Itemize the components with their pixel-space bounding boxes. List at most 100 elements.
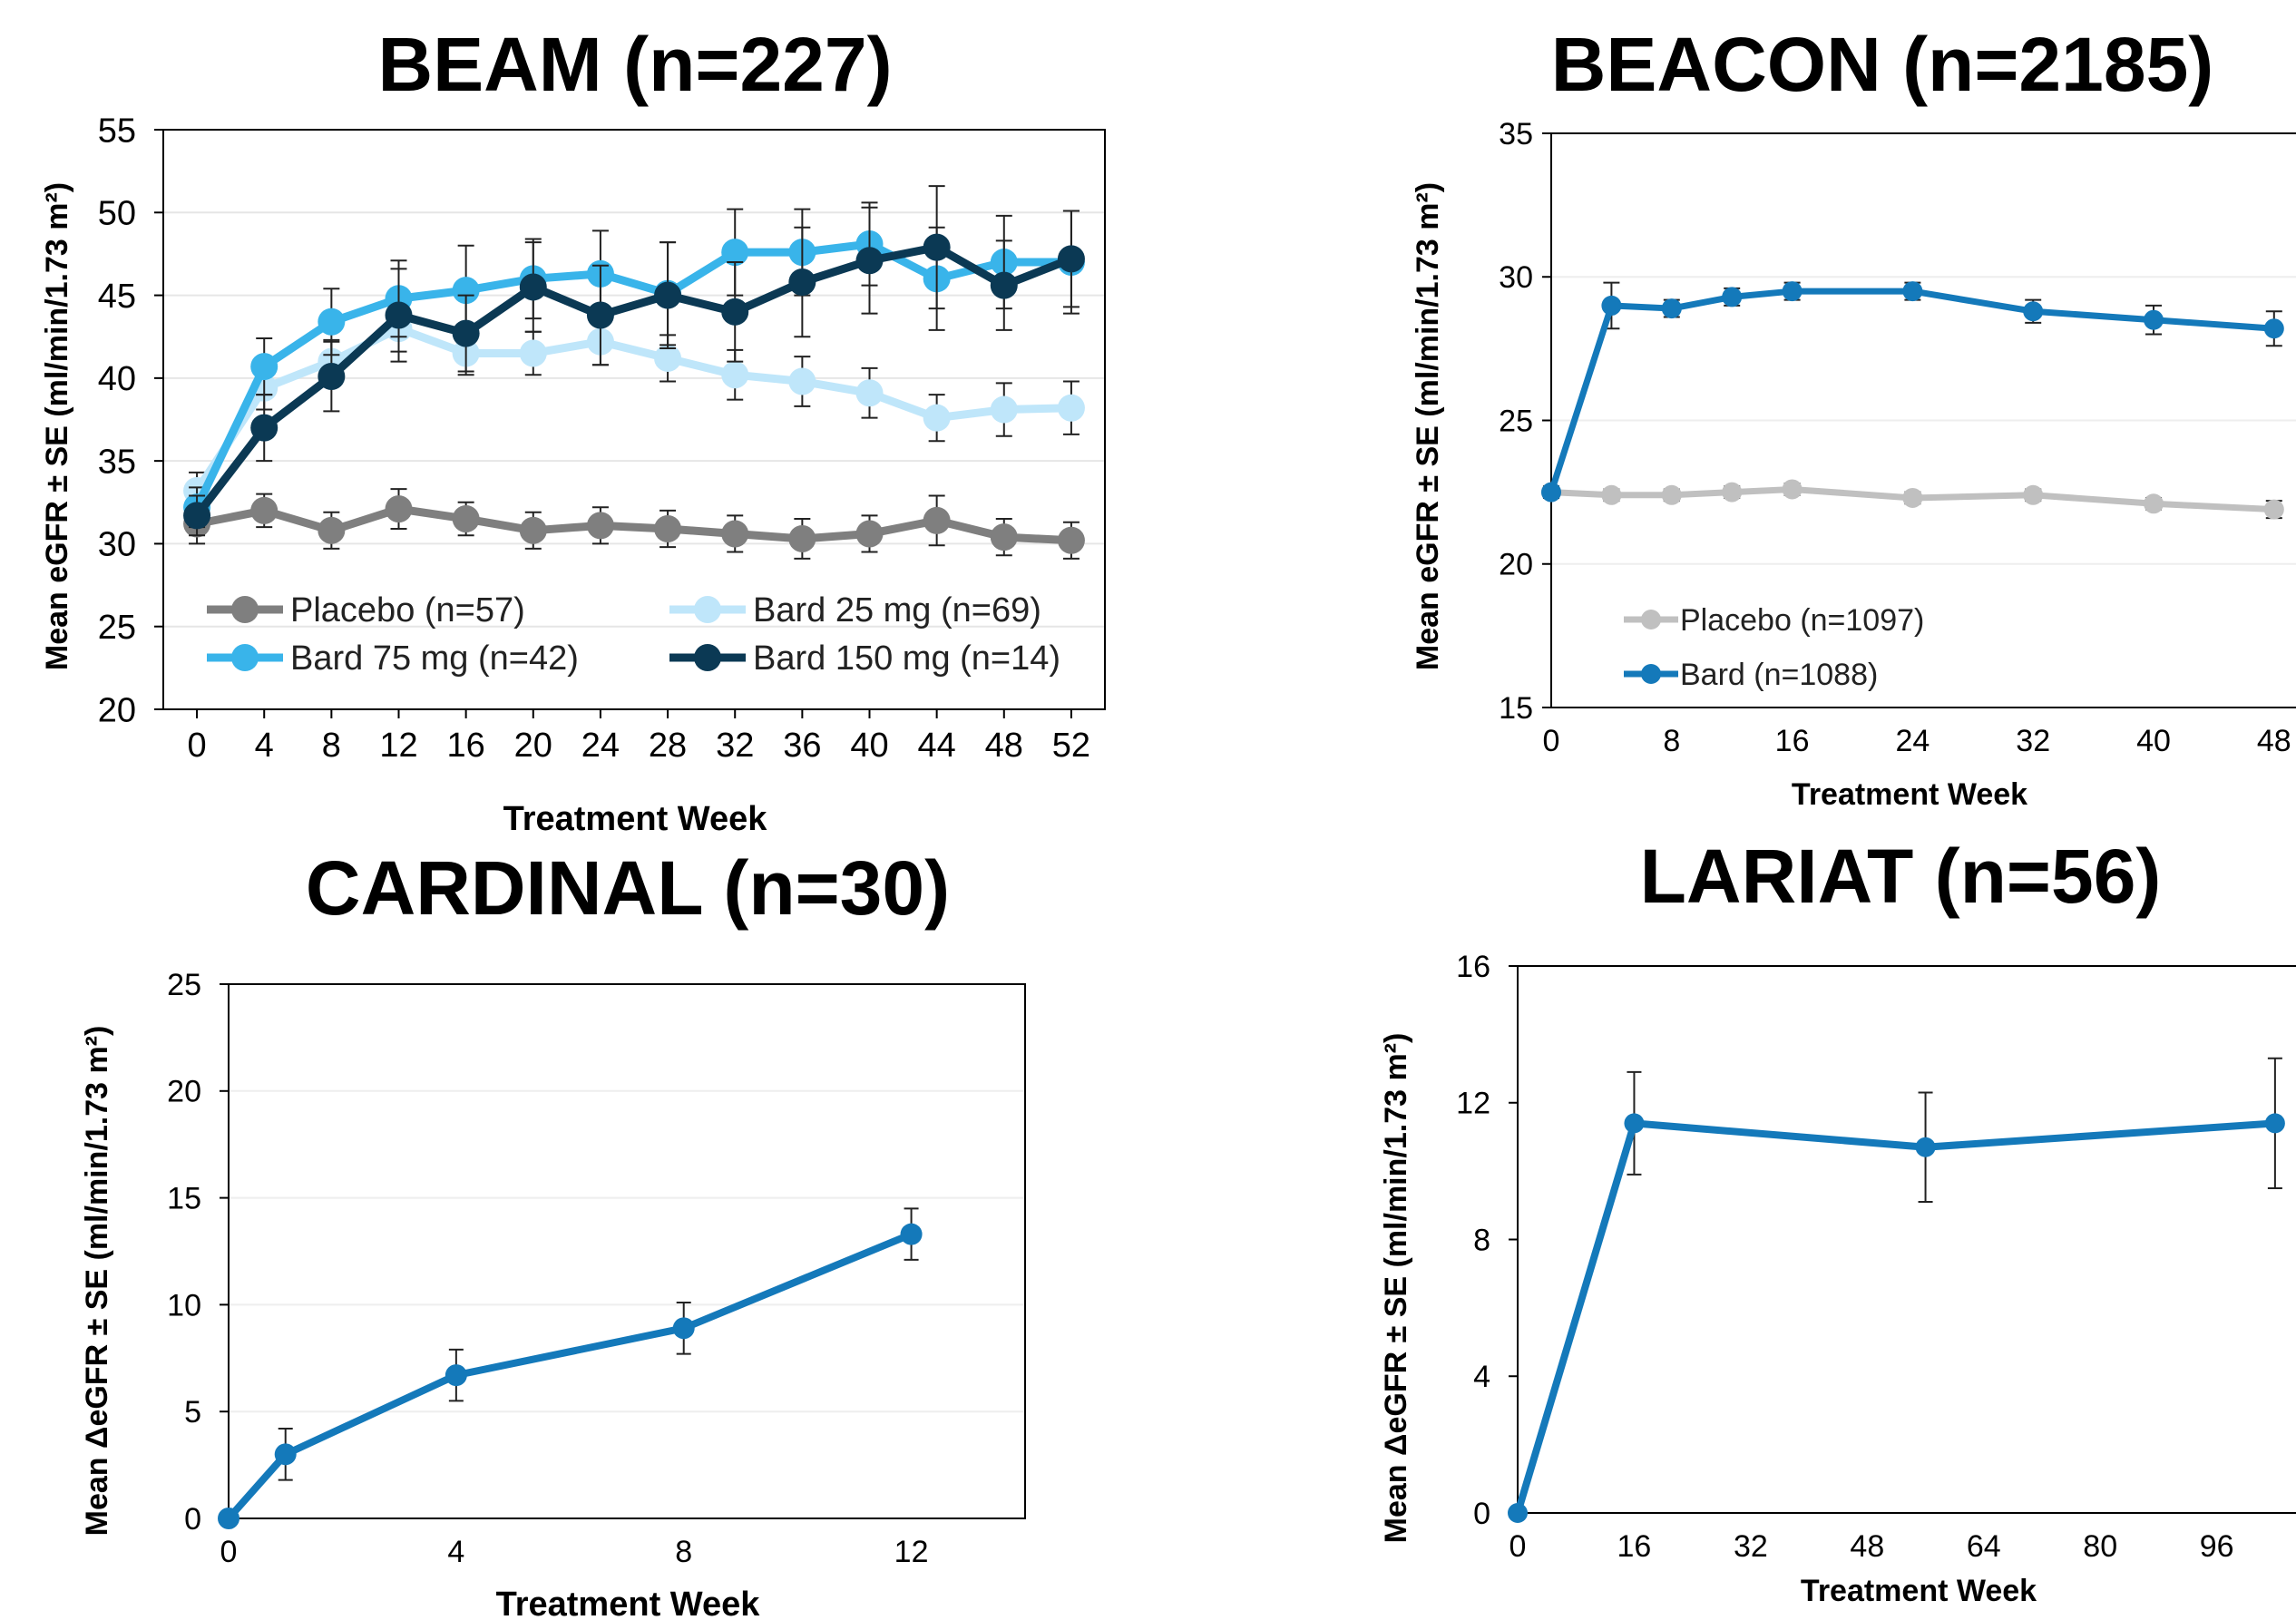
beacon-data-point: [1722, 482, 1743, 503]
beacon-data-point: [1782, 281, 1803, 302]
beam-series-3: [183, 185, 1085, 537]
lariat-y-tick-label: 8: [1473, 1223, 1490, 1257]
beam-x-tick-label: 0: [188, 727, 207, 765]
beacon-data-point: [1661, 298, 1682, 319]
lariat-x-tick-label: 16: [1617, 1529, 1652, 1564]
beacon-chart: BEACON (n=2185) Mean eGFR ± SE (ml/min/1…: [1411, 22, 2296, 812]
beam-data-point: [250, 414, 278, 442]
beam-y-tick-label: 50: [98, 195, 136, 233]
lariat-y-axis-label: Mean ΔeGFR ± SE (ml/min/1.73 m²): [1379, 1033, 1413, 1544]
lariat-x-tick-label: 48: [1850, 1529, 1884, 1564]
beacon-y-tick-label: 25: [1499, 404, 1533, 438]
beam-y-tick-label: 40: [98, 360, 136, 398]
beacon-data-point: [2023, 484, 2044, 505]
beacon-data-point: [1902, 281, 1923, 302]
lariat-plot-frame: [1517, 965, 2296, 1514]
beam-data-point: [721, 298, 749, 326]
lariat-title: LARIAT (n=56): [1640, 839, 2162, 919]
beam-data-point: [990, 271, 1018, 299]
beacon-data-point: [1601, 484, 1622, 505]
beam-series-0: [183, 488, 1085, 560]
beacon-series-0: [1541, 479, 2284, 520]
beam-x-axis-label: Treatment Week: [503, 800, 768, 838]
beacon-data-point: [2263, 318, 2284, 339]
beam-data-point: [721, 239, 749, 267]
cardinal-y-tick-label: 25: [167, 968, 201, 1002]
legend-marker-placebo: [1641, 610, 1661, 629]
beacon-x-tick-label: 16: [1775, 724, 1810, 758]
lariat-x-tick-label: 96: [2200, 1529, 2234, 1564]
beam-y-tick-label: 45: [98, 278, 136, 316]
beam-data-point: [1057, 526, 1085, 554]
beam-legend-bard150: Bard 150 mg (n=14): [753, 639, 1060, 678]
cardinal-data-point: [445, 1364, 467, 1387]
beam-data-point: [519, 339, 547, 367]
beam-data-point: [586, 301, 614, 329]
beam-data-point: [385, 495, 413, 523]
beam-x-tick-label: 32: [716, 727, 754, 765]
beam-x-tick-label: 12: [379, 727, 417, 765]
beam-data-point: [452, 277, 480, 305]
beam-data-point: [788, 524, 816, 552]
beam-data-point: [855, 247, 884, 275]
beacon-x-axis-label: Treatment Week: [1792, 777, 2027, 812]
beacon-data-point: [2023, 301, 2044, 322]
lariat-x-tick-label: 0: [1509, 1529, 1527, 1564]
beacon-data-point: [1722, 287, 1743, 307]
beam-y-tick-label: 20: [98, 691, 136, 729]
beacon-legend-bard: Bard (n=1088): [1680, 658, 1878, 692]
beacon-data-point: [1541, 482, 1561, 503]
cardinal-data-point: [672, 1317, 695, 1340]
beam-x-tick-label: 24: [581, 727, 620, 765]
lariat-x-tick-label: 32: [1734, 1529, 1768, 1564]
cardinal-x-tick-label: 8: [675, 1535, 692, 1569]
beacon-x-tick-label: 8: [1663, 724, 1680, 758]
cardinal-y-tick-label: 0: [184, 1502, 201, 1537]
cardinal-data-point: [900, 1223, 923, 1245]
beam-y-tick-label: 55: [98, 112, 136, 150]
beacon-title: BEACON (n=2185): [1551, 22, 2214, 107]
beam-y-axis-label: Mean eGFR ± SE (ml/min/1.73 m²): [40, 182, 74, 670]
beacon-legend-placebo: Placebo (n=1097): [1680, 603, 1924, 638]
lariat-data-point: [1915, 1137, 1936, 1157]
beacon-x-tick-label: 48: [2257, 724, 2291, 758]
beam-data-point: [855, 379, 884, 407]
beam-data-point: [318, 516, 346, 544]
beacon-series-line: [1548, 288, 2275, 493]
beam-data-point: [452, 319, 480, 347]
beacon-y-tick-label: 20: [1499, 548, 1533, 582]
beam-data-point: [250, 353, 278, 381]
beam-data-point: [385, 301, 413, 329]
lariat-data-point: [2264, 1113, 2285, 1134]
beam-x-tick-label: 44: [918, 727, 956, 765]
lariat-x-tick-label: 64: [1967, 1529, 2001, 1564]
cardinal-x-tick-label: 4: [447, 1535, 464, 1569]
beacon-y-axis-label: Mean eGFR ± SE (ml/min/1.73 m²): [1411, 182, 1445, 670]
beam-legend: Placebo (n=57) Bard 25 mg (n=69) Bard 75…: [207, 591, 1060, 678]
beacon-y-tick-label: 30: [1499, 260, 1533, 295]
beam-data-point: [990, 395, 1018, 424]
beam-data-point: [788, 367, 816, 395]
beacon-data-point: [1782, 479, 1803, 500]
beacon-x-tick-label: 40: [2136, 724, 2171, 758]
cardinal-series-line: [226, 1230, 914, 1521]
beam-legend-bard25: Bard 25 mg (n=69): [753, 591, 1041, 629]
lariat-x-axis-label: Treatment Week: [1801, 1574, 2037, 1608]
beam-x-tick-label: 40: [850, 727, 888, 765]
beam-data-point: [318, 363, 346, 391]
beam-x-tick-label: 20: [514, 727, 552, 765]
beam-x-tick-label: 4: [255, 727, 274, 765]
cardinal-series-0: [218, 1207, 923, 1529]
lariat-series-line: [1514, 1119, 2276, 1515]
beam-data-point: [923, 233, 951, 261]
cardinal-x-tick-label: 0: [220, 1535, 238, 1569]
lariat-chart: LARIAT (n=56) Mean ΔeGFR ± SE (ml/min/1.…: [1379, 839, 2296, 1608]
beam-legend-placebo: Placebo (n=57): [290, 591, 525, 629]
lariat-y-tick-label: 4: [1473, 1360, 1490, 1394]
beam-x-tick-label: 28: [649, 727, 687, 765]
beam-plot-frame: [162, 129, 1106, 710]
lariat-series-0: [1508, 1057, 2285, 1523]
lariat-y-tick-label: 16: [1456, 950, 1490, 984]
